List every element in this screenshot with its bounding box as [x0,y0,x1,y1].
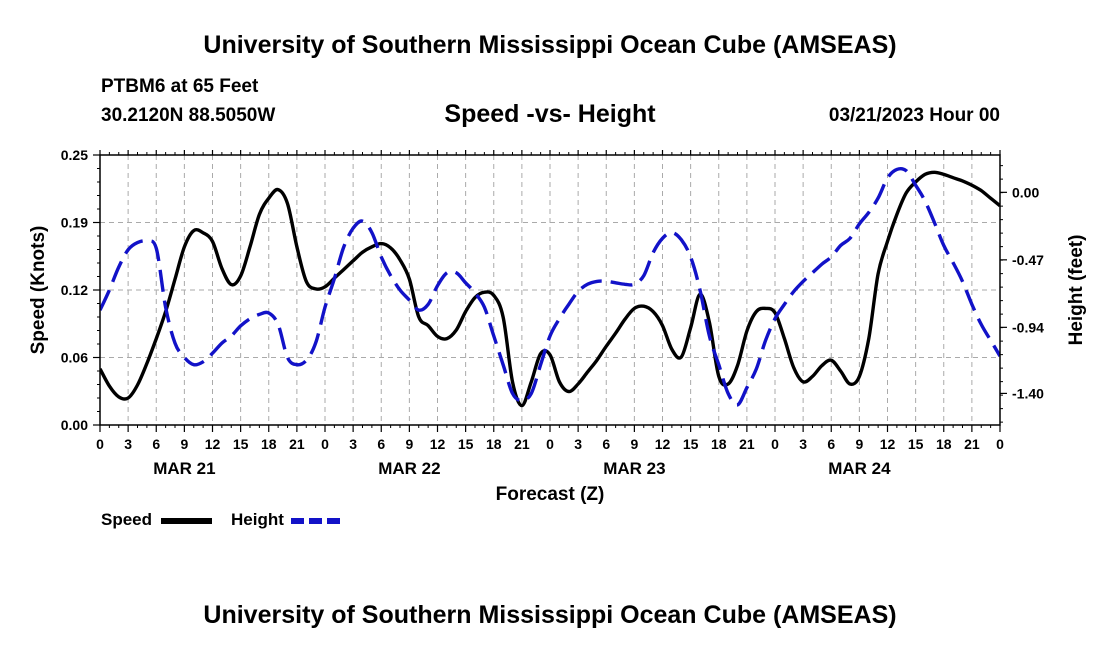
x-tick-label: 9 [405,436,413,452]
x-tick-label: 0 [96,436,104,452]
x-tick-label: 3 [349,436,357,452]
x-tick-label: 15 [458,436,474,452]
x-tick-label: 3 [574,436,582,452]
legend-height-label: Height [231,510,284,529]
legend-height-swatch [291,518,342,524]
station-label: PTBM6 at 65 Feet [101,76,259,97]
x-tick-label: 6 [377,436,385,452]
x-tick-label: 15 [233,436,249,452]
x-tick-label: 15 [683,436,699,452]
x-tick-label: 18 [711,436,727,452]
x-tick-label: 12 [880,436,896,452]
x-tick-label: 3 [799,436,807,452]
axes: 0 3 6 9 12 15 18 21 0 3 6 9 12 15 18 21 0 3 6 9 12 15 18 21 0 3 6 9… [61,147,1044,478]
legend-speed-swatch [161,518,212,524]
y-tick-label-left: 0.25 [61,147,88,163]
x-axis-label: Forecast (Z) [496,484,605,505]
x-tick-label: 12 [655,436,671,452]
x-tick-label: 9 [855,436,863,452]
x-tick-label: 6 [602,436,610,452]
x-day-label: MAR 24 [828,459,891,478]
x-tick-label: 0 [771,436,779,452]
x-tick-label: 21 [964,436,980,452]
x-tick-label: 3 [124,436,132,452]
y-tick-label-right: 0.00 [1012,184,1039,200]
y-tick-label-right: -0.47 [1012,252,1044,268]
x-tick-label: 6 [827,436,835,452]
grid-lines [100,155,1000,425]
x-tick-label: 15 [908,436,924,452]
y-axis-label-right: Height (feet) [1066,235,1087,346]
x-tick-label: 12 [430,436,446,452]
y-tick-label-left: 0.06 [61,350,88,366]
station-coordinates: 30.2120N 88.5050W [101,105,276,126]
x-tick-label: 18 [936,436,952,452]
x-tick-label: 0 [321,436,329,452]
x-tick-label: 21 [739,436,755,452]
series-line-speed [100,170,1000,408]
forecast-datetime: 03/21/2023 Hour 00 [828,105,1000,126]
series-line-height [100,166,1000,407]
y-tick-label-left: 0.12 [61,282,88,298]
x-tick-label: 0 [996,436,1004,452]
x-tick-label: 0 [546,436,554,452]
x-tick-label: 18 [486,436,502,452]
x-day-label: MAR 22 [378,459,440,478]
chart-subtitle: Speed -vs- Height [444,100,656,128]
x-tick-label: 9 [180,436,188,452]
x-tick-label: 21 [514,436,530,452]
x-day-label: MAR 23 [603,459,665,478]
x-tick-label: 6 [152,436,160,452]
series-lines [100,166,1000,408]
legend-speed-label: Speed [101,510,153,529]
y-tick-label-right: -1.40 [1012,385,1044,401]
x-tick-label: 9 [630,436,638,452]
y-tick-label-left: 0.00 [61,417,88,433]
footer-title: University of Southern Mississippi Ocean… [203,601,897,629]
y-axis-label-left: Speed (Knots) [28,226,49,355]
x-day-label: MAR 21 [153,459,215,478]
page-title: University of Southern Mississippi Ocean… [203,31,897,59]
x-tick-label: 18 [261,436,277,452]
x-tick-label: 21 [289,436,305,452]
y-tick-label-right: -0.94 [1012,319,1044,335]
y-tick-label-left: 0.19 [61,215,88,231]
x-tick-label: 12 [205,436,221,452]
